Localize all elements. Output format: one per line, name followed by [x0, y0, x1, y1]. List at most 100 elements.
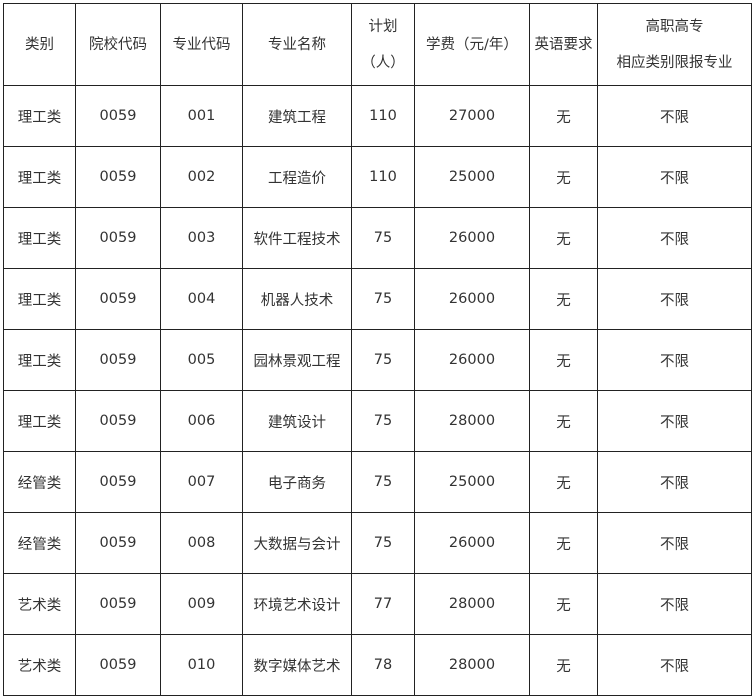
- cell-major-code: 003: [160, 207, 243, 269]
- cell-plan: 75: [351, 390, 415, 452]
- cell-school-code: 0059: [75, 268, 161, 330]
- cell-category: 理工类: [3, 146, 76, 208]
- cell-english: 无: [529, 329, 598, 391]
- header-major-code: 专业代码: [160, 3, 243, 86]
- cell-major-name: 软件工程技术: [242, 207, 352, 269]
- cell-major-code: 007: [160, 451, 243, 513]
- header-row: 类别 院校代码 专业代码 专业名称 计划 （人） 学费（元/年） 英语要求 高职高…: [3, 3, 752, 86]
- cell-major-code: 010: [160, 634, 243, 696]
- table-row: 理工类 0059 001 建筑工程 110 27000 无不限: [3, 85, 752, 147]
- cell-plan: 75: [351, 329, 415, 391]
- cell-school-code: 0059: [75, 512, 161, 574]
- cell-english: 无: [529, 390, 598, 452]
- cell-plan: 75: [351, 207, 415, 269]
- cell-major-name: 建筑工程: [242, 85, 352, 147]
- cell-category: 理工类: [3, 207, 76, 269]
- cell-english: 无: [529, 207, 598, 269]
- table-row: 理工类 0059 004 机器人技术 75 26000 无不限: [3, 268, 752, 330]
- cell-category: 艺术类: [3, 573, 76, 635]
- cell-tuition: 25000: [414, 146, 530, 208]
- cell-english: 无: [529, 512, 598, 574]
- header-major-name: 专业名称: [242, 3, 352, 86]
- cell-school-code: 0059: [75, 451, 161, 513]
- cell-school-code: 0059: [75, 146, 161, 208]
- cell-restriction: 不限: [597, 268, 752, 330]
- cell-tuition: 26000: [414, 512, 530, 574]
- cell-restriction: 不限: [597, 85, 752, 147]
- cell-major-code: 002: [160, 146, 243, 208]
- cell-category: 经管类: [3, 512, 76, 574]
- header-restriction-line2: 相应类别限报专业: [616, 54, 733, 71]
- cell-plan: 78: [351, 634, 415, 696]
- cell-school-code: 0059: [75, 573, 161, 635]
- cell-english: 无: [529, 85, 598, 147]
- cell-english: 无: [529, 451, 598, 513]
- header-plan: 计划 （人）: [351, 3, 415, 86]
- cell-restriction: 不限: [597, 146, 752, 208]
- cell-restriction: 不限: [597, 573, 752, 635]
- table-row: 理工类 0059 005 园林景观工程 75 26000 无不限: [3, 329, 752, 391]
- cell-plan: 75: [351, 268, 415, 330]
- header-plan-line2: （人）: [361, 54, 405, 71]
- table-row: 经管类 0059 007 电子商务 75 25000 无不限: [3, 451, 752, 513]
- cell-school-code: 0059: [75, 207, 161, 269]
- cell-tuition: 25000: [414, 451, 530, 513]
- table-row: 艺术类 0059 010 数字媒体艺术 78 28000 无不限: [3, 634, 752, 696]
- cell-plan: 75: [351, 512, 415, 574]
- cell-major-name: 数字媒体艺术: [242, 634, 352, 696]
- cell-restriction: 不限: [597, 634, 752, 696]
- cell-category: 理工类: [3, 329, 76, 391]
- cell-major-name: 电子商务: [242, 451, 352, 513]
- cell-restriction: 不限: [597, 390, 752, 452]
- cell-restriction: 不限: [597, 451, 752, 513]
- table-row: 经管类 0059 008 大数据与会计 75 26000 无不限: [3, 512, 752, 574]
- cell-tuition: 28000: [414, 573, 530, 635]
- cell-tuition: 27000: [414, 85, 530, 147]
- cell-tuition: 28000: [414, 634, 530, 696]
- cell-restriction: 不限: [597, 207, 752, 269]
- table-row: 理工类 0059 003 软件工程技术 75 26000 无不限: [3, 207, 752, 269]
- cell-english: 无: [529, 634, 598, 696]
- cell-major-code: 005: [160, 329, 243, 391]
- cell-tuition: 26000: [414, 268, 530, 330]
- cell-restriction: 不限: [597, 329, 752, 391]
- cell-restriction: 不限: [597, 512, 752, 574]
- cell-plan: 110: [351, 146, 415, 208]
- cell-school-code: 0059: [75, 634, 161, 696]
- cell-plan: 77: [351, 573, 415, 635]
- cell-major-name: 工程造价: [242, 146, 352, 208]
- cell-school-code: 0059: [75, 329, 161, 391]
- cell-major-code: 004: [160, 268, 243, 330]
- cell-english: 无: [529, 268, 598, 330]
- header-restriction-line1: 高职高专: [645, 18, 704, 35]
- cell-tuition: 26000: [414, 207, 530, 269]
- cell-major-code: 009: [160, 573, 243, 635]
- header-english: 英语要求: [529, 3, 598, 86]
- cell-major-code: 006: [160, 390, 243, 452]
- table-row: 艺术类 0059 009 环境艺术设计 77 28000 无不限: [3, 573, 752, 635]
- header-category: 类别: [3, 3, 76, 86]
- cell-major-code: 008: [160, 512, 243, 574]
- header-school-code: 院校代码: [75, 3, 161, 86]
- cell-major-code: 001: [160, 85, 243, 147]
- table-row: 理工类 0059 006 建筑设计 75 28000 无不限: [3, 390, 752, 452]
- cell-major-name: 园林景观工程: [242, 329, 352, 391]
- cell-major-name: 环境艺术设计: [242, 573, 352, 635]
- cell-major-name: 建筑设计: [242, 390, 352, 452]
- enrollment-table: 类别 院校代码 专业代码 专业名称 计划 （人） 学费（元/年） 英语要求 高职高…: [3, 3, 752, 696]
- cell-major-name: 大数据与会计: [242, 512, 352, 574]
- table-row: 理工类 0059 002 工程造价 110 25000 无不限: [3, 146, 752, 208]
- cell-tuition: 28000: [414, 390, 530, 452]
- header-restriction: 高职高专相应类别限报专业: [597, 3, 752, 86]
- cell-category: 理工类: [3, 268, 76, 330]
- cell-english: 无: [529, 146, 598, 208]
- cell-school-code: 0059: [75, 390, 161, 452]
- cell-english: 无: [529, 573, 598, 635]
- header-tuition: 学费（元/年）: [414, 3, 530, 86]
- cell-category: 艺术类: [3, 634, 76, 696]
- cell-category: 理工类: [3, 390, 76, 452]
- cell-tuition: 26000: [414, 329, 530, 391]
- cell-category: 经管类: [3, 451, 76, 513]
- cell-plan: 110: [351, 85, 415, 147]
- cell-school-code: 0059: [75, 85, 161, 147]
